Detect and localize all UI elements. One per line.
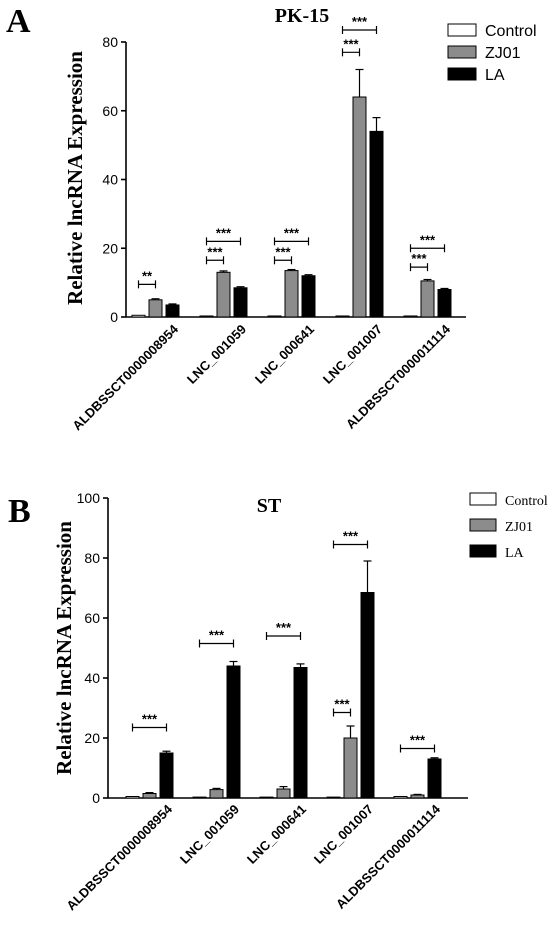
y-tick-label: 100: [77, 490, 101, 506]
legend-swatch-control: [469, 492, 497, 506]
sig-label: ***: [275, 244, 291, 259]
legend-swatch-la: [447, 67, 477, 81]
legend-label: LA: [485, 67, 505, 84]
sig-label: ***: [142, 712, 158, 727]
bar-control-4: [393, 796, 408, 799]
legend-swatch-zj01: [447, 45, 477, 59]
bar-zj01-1: [216, 271, 231, 318]
y-tick-label: 40: [84, 670, 100, 686]
bar-control-2: [259, 796, 274, 799]
panel-letter: B: [8, 493, 31, 530]
bar-control-3: [326, 796, 341, 799]
bar-zj01-2: [276, 788, 291, 799]
bar-zj01-4: [410, 794, 425, 799]
sig-label: ***: [334, 697, 350, 712]
bar-la-4: [427, 758, 442, 799]
legend-swatch-la: [469, 544, 497, 558]
bar-la-1: [233, 287, 248, 318]
x-tick-label: LNC_000641: [252, 322, 317, 387]
bar-la-3: [360, 592, 375, 799]
bar-la-0: [165, 304, 180, 318]
chart-title: ST: [257, 495, 282, 517]
y-tick-label: 60: [102, 103, 118, 119]
x-tick-label: ALDBSSCT0000008954: [63, 801, 175, 913]
y-tick-label: 40: [102, 172, 118, 188]
bar-control-1: [192, 796, 207, 799]
bar-zj01-3: [343, 737, 358, 799]
legend-swatch-control: [447, 23, 477, 37]
bar-zj01-3: [352, 96, 367, 318]
bar-la-0: [159, 752, 174, 799]
legend-label: LA: [505, 546, 525, 561]
sig-label: ***: [216, 225, 232, 240]
legend-label: ZJ01: [485, 45, 521, 62]
bar-la-2: [301, 275, 316, 318]
legend-label: Control: [485, 23, 537, 40]
x-tick-label: LNC_001059: [184, 322, 249, 387]
sig-label: ***: [209, 628, 225, 643]
x-tick-label: ALDBSSCT0000008954: [69, 321, 181, 433]
bar-la-4: [437, 289, 452, 318]
bar-zj01-0: [142, 793, 157, 799]
y-tick-label: 80: [102, 34, 118, 50]
sig-label: ***: [343, 36, 359, 51]
sig-label: ***: [420, 232, 436, 247]
bar-la-2: [293, 667, 308, 799]
sig-label: ***: [352, 14, 368, 29]
sig-label: ***: [276, 620, 292, 635]
bar-control-1: [199, 315, 214, 318]
bar-la-3: [369, 130, 384, 318]
bar-control-4: [403, 315, 418, 318]
y-axis-label: Relative lncRNA Expression: [52, 521, 76, 775]
bar-zj01-1: [209, 789, 224, 799]
sig-label: ***: [343, 529, 359, 544]
bar-zj01-2: [284, 270, 299, 318]
panel-b: B ST Relative lncRNA Expression 0 20 40 60 80 10…: [8, 490, 548, 913]
bar-la-1: [226, 665, 241, 799]
x-tick-label: LNC_000641: [244, 802, 309, 867]
y-tick-label: 0: [110, 309, 118, 325]
sig-label: ***: [284, 225, 300, 240]
chart-title: PK-15: [275, 5, 329, 27]
bar-zj01-0: [148, 299, 163, 318]
y-tick-label: 60: [84, 610, 100, 626]
y-tick-label: 20: [84, 730, 100, 746]
panel-letter: A: [6, 3, 31, 40]
y-tick-label: 20: [102, 240, 118, 256]
sig-label: ***: [207, 244, 223, 259]
sig-label: ***: [411, 251, 427, 266]
sig-label: ***: [410, 733, 426, 748]
bar-control-0: [131, 314, 146, 318]
x-tick-label: LNC_001007: [311, 802, 376, 867]
legend-label: Control: [505, 494, 548, 509]
y-axis-label: Relative lncRNA Expression: [63, 51, 87, 305]
bar-control-2: [267, 315, 282, 318]
x-tick-label: LNC_001007: [320, 322, 385, 387]
panel-a: A PK-15 Relative lncRNA Expression 0 20 40 60 8…: [6, 3, 537, 433]
sig-label: **: [142, 268, 153, 283]
x-tick-label: LNC_001059: [177, 802, 242, 867]
bar-control-0: [125, 796, 140, 799]
y-tick-label: 0: [92, 790, 100, 806]
bar-control-3: [335, 315, 350, 318]
y-tick-label: 80: [84, 550, 100, 566]
legend-swatch-zj01: [469, 518, 497, 532]
bar-zj01-4: [420, 280, 435, 318]
legend-label: ZJ01: [505, 520, 533, 535]
